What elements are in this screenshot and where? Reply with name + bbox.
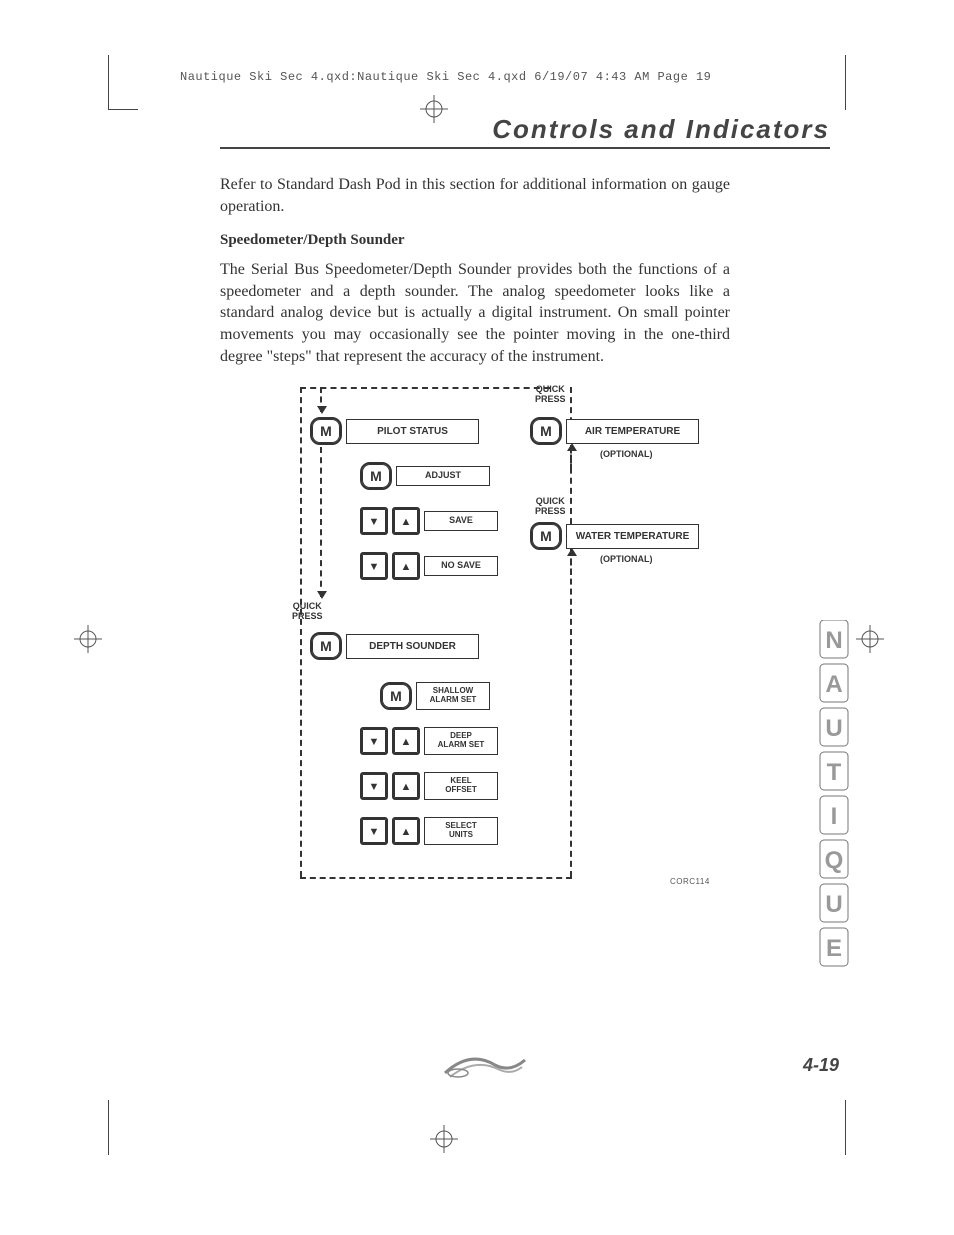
svg-text:T: T bbox=[827, 759, 842, 786]
node-depth-sounder: M DEPTH SOUNDER bbox=[310, 632, 479, 660]
file-meta-line: Nautique Ski Sec 4.qxd:Nautique Ski Sec … bbox=[180, 70, 850, 84]
label-water-temperature: WATER TEMPERATURE bbox=[566, 524, 699, 549]
label-pilot-status: PILOT STATUS bbox=[346, 419, 479, 444]
node-save: SAVE bbox=[360, 507, 498, 535]
label-deep-alarm: DEEP ALARM SET bbox=[424, 727, 498, 755]
down-button-icon bbox=[360, 552, 388, 580]
up-button-icon bbox=[392, 817, 420, 845]
quick-press-label: QUICK PRESS bbox=[292, 602, 323, 622]
node-select-units: SELECT UNITS bbox=[360, 817, 498, 845]
node-no-save: NO SAVE bbox=[360, 552, 498, 580]
up-button-icon bbox=[392, 552, 420, 580]
flow-arrow bbox=[320, 447, 322, 597]
up-button-icon bbox=[392, 507, 420, 535]
registration-mark bbox=[74, 625, 102, 653]
svg-text:U: U bbox=[825, 891, 842, 918]
registration-mark bbox=[430, 1125, 458, 1153]
quick-press-label: QUICK PRESS bbox=[535, 497, 566, 517]
optional-label: (OPTIONAL) bbox=[600, 554, 653, 564]
m-button-icon: M bbox=[310, 417, 342, 445]
up-button-icon bbox=[392, 772, 420, 800]
down-button-icon bbox=[360, 817, 388, 845]
crop-mark bbox=[108, 1100, 109, 1155]
crop-mark bbox=[845, 1100, 846, 1155]
m-button-icon: M bbox=[380, 682, 412, 710]
down-button-icon bbox=[360, 507, 388, 535]
m-button-icon: M bbox=[360, 462, 392, 490]
optional-label: (OPTIONAL) bbox=[600, 449, 653, 459]
m-button-icon: M bbox=[530, 522, 562, 550]
node-adjust: M ADJUST bbox=[360, 462, 490, 490]
label-air-temperature: AIR TEMPERATURE bbox=[566, 419, 699, 444]
svg-text:Q: Q bbox=[825, 847, 844, 874]
node-deep-alarm: DEEP ALARM SET bbox=[360, 727, 498, 755]
m-button-icon: M bbox=[310, 632, 342, 660]
flow-line bbox=[300, 877, 572, 879]
registration-mark bbox=[856, 625, 884, 653]
section-title: Controls and Indicators bbox=[220, 114, 830, 149]
node-pilot-status: M PILOT STATUS bbox=[310, 417, 479, 445]
intro-paragraph: Refer to Standard Dash Pod in this secti… bbox=[220, 174, 730, 217]
label-shallow-alarm: SHALLOW ALARM SET bbox=[416, 682, 490, 710]
brand-vertical-logo: NAUT IQUE bbox=[814, 620, 854, 990]
node-air-temperature: M AIR TEMPERATURE bbox=[530, 417, 699, 445]
svg-text:A: A bbox=[825, 671, 842, 698]
flow-arrow bbox=[570, 445, 572, 470]
node-water-temperature: M WATER TEMPERATURE bbox=[530, 522, 699, 550]
menu-flow-diagram: QUICK PRESS M PILOT STATUS M AIR TEMPERA… bbox=[280, 387, 760, 927]
body-paragraph: The Serial Bus Speedometer/Depth Sounder… bbox=[220, 259, 730, 367]
figure-code: CORC114 bbox=[670, 877, 710, 886]
node-keel-offset: KEEL OFFSET bbox=[360, 772, 498, 800]
page-number: 4-19 bbox=[803, 1055, 839, 1076]
svg-text:E: E bbox=[826, 935, 842, 962]
svg-text:U: U bbox=[825, 715, 842, 742]
down-button-icon bbox=[360, 772, 388, 800]
footer-logo-icon bbox=[440, 1045, 530, 1085]
up-button-icon bbox=[392, 727, 420, 755]
label-keel-offset: KEEL OFFSET bbox=[424, 772, 498, 800]
label-adjust: ADJUST bbox=[396, 466, 490, 486]
flow-arrow bbox=[320, 387, 322, 412]
svg-text:N: N bbox=[825, 627, 842, 654]
subheading: Speedometer/Depth Sounder bbox=[220, 232, 730, 249]
flow-arrow bbox=[570, 550, 572, 575]
label-depth-sounder: DEPTH SOUNDER bbox=[346, 634, 479, 659]
down-button-icon bbox=[360, 727, 388, 755]
label-save: SAVE bbox=[424, 511, 498, 531]
svg-text:I: I bbox=[831, 803, 838, 830]
flow-line bbox=[300, 387, 302, 877]
label-no-save: NO SAVE bbox=[424, 556, 498, 576]
page-content: Nautique Ski Sec 4.qxd:Nautique Ski Sec … bbox=[100, 70, 850, 927]
label-select-units: SELECT UNITS bbox=[424, 817, 498, 845]
flow-line bbox=[300, 387, 550, 389]
node-shallow-alarm: M SHALLOW ALARM SET bbox=[380, 682, 490, 710]
quick-press-label: QUICK PRESS bbox=[535, 385, 566, 405]
m-button-icon: M bbox=[530, 417, 562, 445]
